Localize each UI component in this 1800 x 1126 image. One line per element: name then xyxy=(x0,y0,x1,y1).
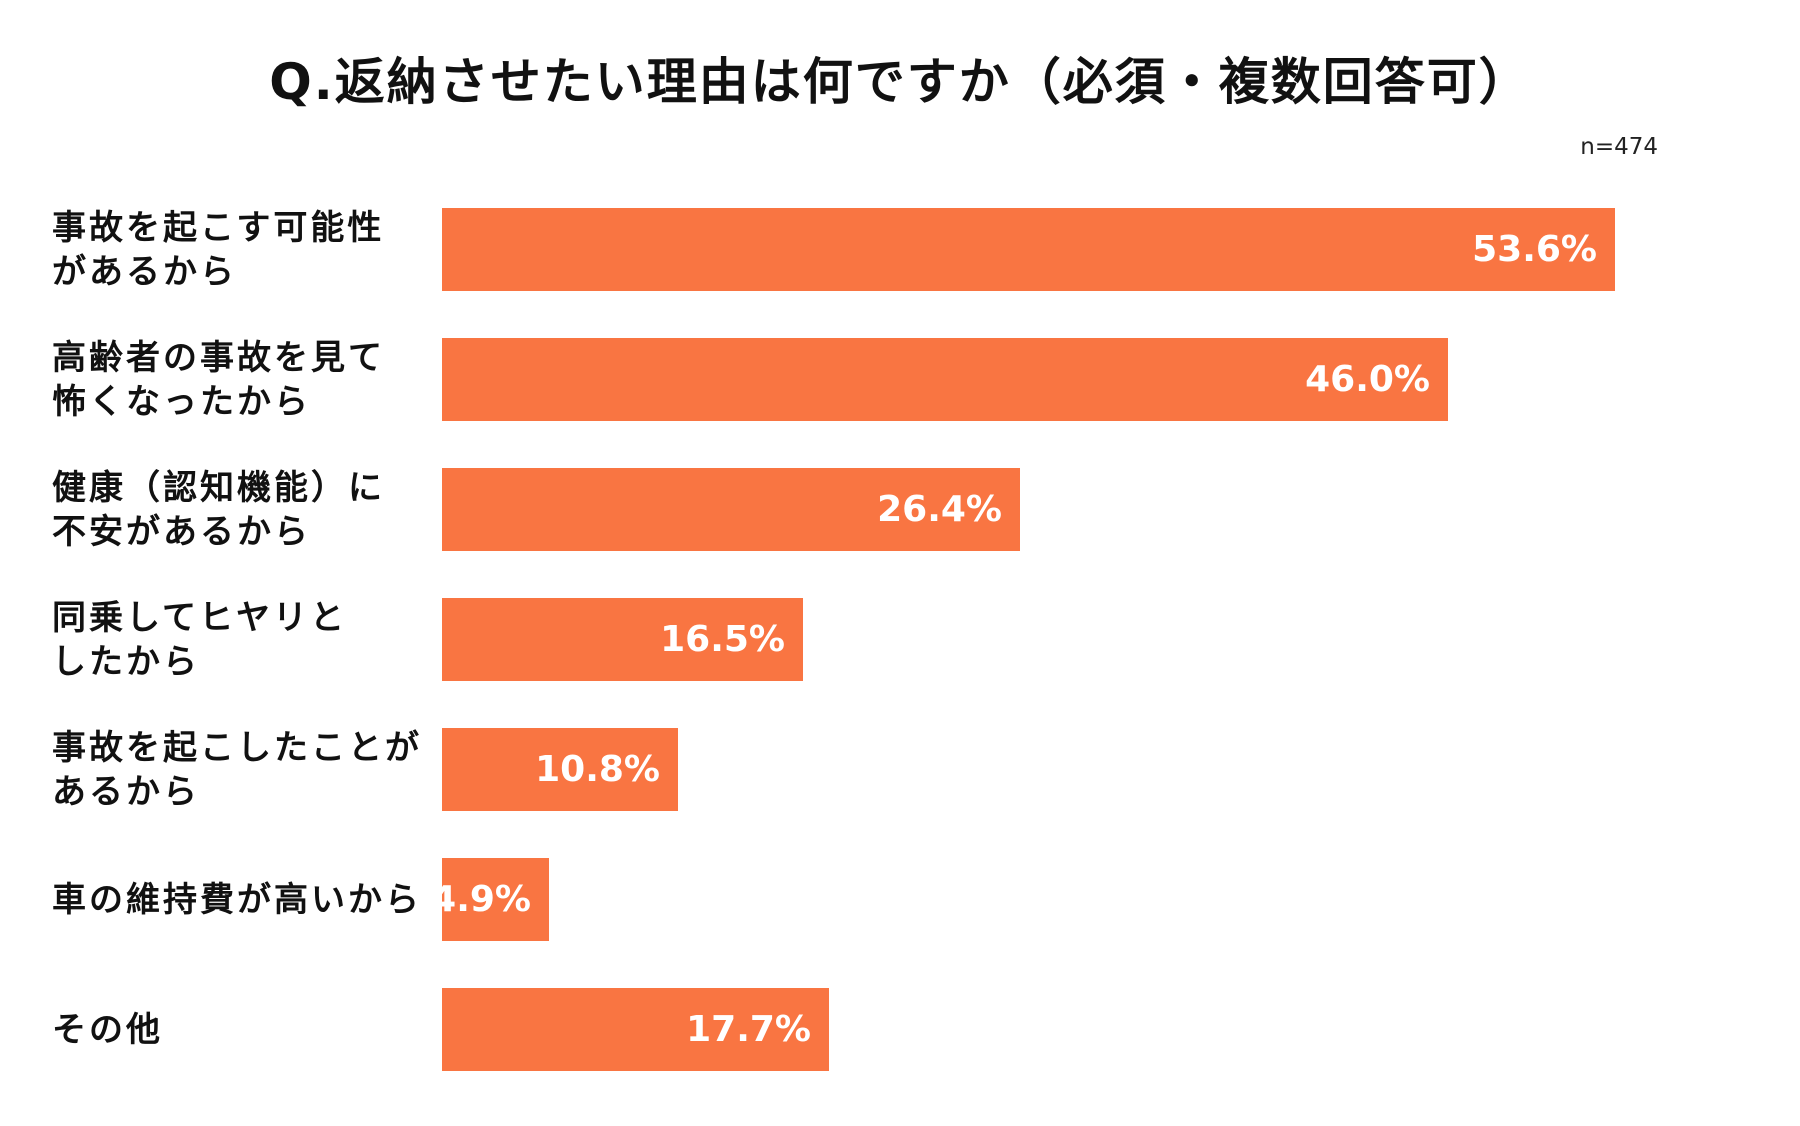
bar-value-label: 46.0% xyxy=(1305,359,1430,400)
bar: 53.6% xyxy=(442,208,1615,291)
bar: 26.4% xyxy=(442,468,1020,551)
sample-size-label: n=474 xyxy=(1580,134,1658,160)
bar-value-label: 4.9% xyxy=(431,879,531,920)
bar: 17.7% xyxy=(442,988,829,1071)
category-label: 健康（認知機能）に 不安があるから xyxy=(52,467,385,552)
bar-value-label: 16.5% xyxy=(660,619,785,660)
category-label: 高齢者の事故を見て 怖くなったから xyxy=(52,337,385,422)
bar-value-label: 17.7% xyxy=(686,1009,811,1050)
chart-title: Q.返納させたい理由は何ですか（必須・複数回答可） xyxy=(269,53,1531,111)
category-label: 事故を起こしたことが あるから xyxy=(52,727,422,812)
bar: 10.8% xyxy=(442,728,678,811)
bar: 46.0% xyxy=(442,338,1448,421)
category-label: その他 xyxy=(52,1009,163,1050)
bar-value-label: 26.4% xyxy=(877,489,1002,530)
bar-value-label: 10.8% xyxy=(535,749,660,790)
category-label: 車の維持費が高いから xyxy=(52,879,422,920)
bar: 4.9% xyxy=(431,858,549,941)
bar: 16.5% xyxy=(442,598,803,681)
bar-value-label: 53.6% xyxy=(1472,229,1597,270)
category-label: 事故を起こす可能性 があるから xyxy=(52,207,385,292)
category-label: 同乗してヒヤリと したから xyxy=(52,597,347,682)
